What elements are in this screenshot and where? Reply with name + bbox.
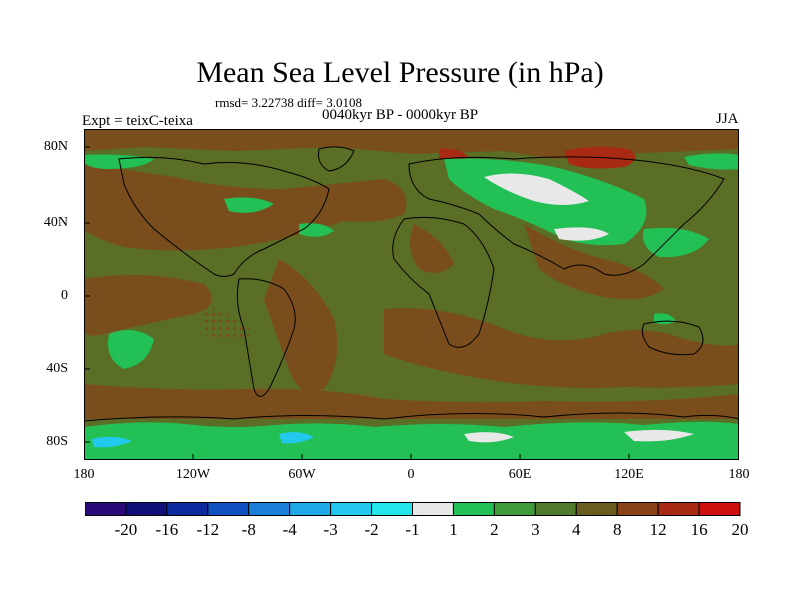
colorbar-box: [330, 502, 373, 516]
colorbar-box: [125, 502, 168, 516]
lon-tick-label: 180: [73, 467, 95, 482]
stats-label: rmsd= 3.22738 diff= 3.0108: [215, 95, 362, 110]
period-label: 0040kyr BP - 0000kyr BP: [322, 107, 479, 123]
near-zero-regions: [464, 173, 694, 443]
colorbar-tick-label: -20: [114, 520, 138, 539]
experiment-label: Expt = teixC-teixa: [82, 113, 193, 129]
colorbar-box: [289, 502, 332, 516]
lon-tick-label: 120W: [175, 467, 211, 482]
colorbar-tick-label: -12: [196, 520, 220, 539]
pressure-map: [84, 129, 739, 460]
colorbar-tick-label: 20: [731, 520, 749, 539]
colorbar-box: [534, 502, 577, 516]
colorbar-tick-label: 1: [449, 520, 458, 539]
colorbar: [85, 502, 741, 516]
colorbar-tick-label: 2: [490, 520, 499, 539]
colorbar-tick-label: -4: [282, 520, 297, 539]
stipple-region: [204, 304, 254, 339]
lat-tick-label: 40N: [43, 215, 68, 230]
lon-tick-label: 120E: [614, 467, 644, 482]
colorbar-box: [248, 502, 291, 516]
lon-tick-label: 0: [407, 467, 415, 482]
negative-regions: [92, 432, 314, 448]
map-title: Mean Sea Level Pressure (in hPa): [196, 56, 604, 89]
colorbar-tick-label: -16: [155, 520, 179, 539]
colorbar-tick-label: -8: [241, 520, 256, 539]
colorbar-box: [452, 502, 495, 516]
lon-tick-label: 180: [728, 467, 750, 482]
colorbar-box: [85, 502, 127, 516]
lon-tick-label: 60W: [288, 467, 316, 482]
colorbar-box: [698, 502, 741, 516]
map-tickmarks: [84, 146, 630, 460]
lat-tick-label: 80S: [46, 434, 68, 449]
colorbar-tick-label: 8: [612, 520, 622, 539]
season-label: JJA: [716, 111, 739, 127]
colorbar-box: [493, 502, 536, 516]
colorbar-tick-label: 16: [690, 520, 708, 539]
colorbar-tick-label: -1: [405, 520, 420, 539]
colorbar-box: [657, 502, 700, 516]
colorbar-box: [412, 502, 454, 516]
colorbar-box: [207, 502, 250, 516]
colorbar-tick-label: -3: [323, 520, 338, 539]
colorbar-box: [616, 502, 659, 516]
colorbar-box: [371, 502, 413, 516]
colorbar-box: [575, 502, 618, 516]
lat-tick-label: 40S: [46, 361, 68, 376]
stipple-region: [584, 259, 644, 293]
lat-tick-label: 0: [61, 288, 68, 303]
colorbar-box: [166, 502, 209, 516]
colorbar-tick-label: 3: [531, 520, 540, 539]
lat-tick-label: 80N: [43, 139, 68, 154]
colorbar-tick-label: 12: [649, 520, 667, 539]
lon-tick-label: 60E: [508, 467, 532, 482]
colorbar-tick-label: -2: [364, 520, 379, 539]
coastlines: [84, 146, 739, 422]
colorbar-tick-label: 4: [572, 520, 581, 539]
